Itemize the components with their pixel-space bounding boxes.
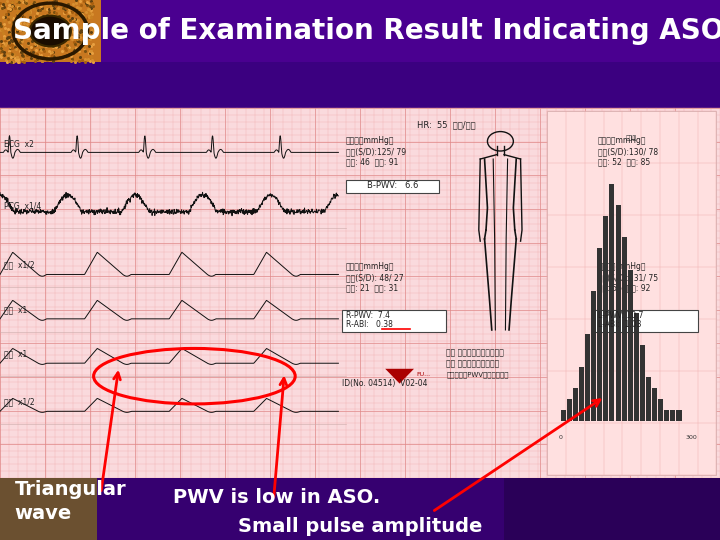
Text: 脈圧: 21  平均: 31: 脈圧: 21 平均: 31	[346, 283, 397, 292]
Text: 左足 今回は正常範囲です: 左足 今回は正常範囲です	[446, 359, 500, 368]
Circle shape	[30, 16, 71, 46]
Text: 血圧(S/D):130/ 78: 血圧(S/D):130/ 78	[598, 147, 658, 156]
Text: 左脈  x1: 左脈 x1	[4, 305, 27, 314]
Bar	[72, 0, 720, 62]
Text: 血圧(S/D):125/ 79: 血圧(S/D):125/ 79	[346, 147, 406, 156]
Text: L-PWV: 10.7: L-PWV: 10.7	[598, 312, 643, 320]
Bar	[346, 180, 439, 193]
Text: 300: 300	[685, 435, 697, 440]
Text: PCG  x1/4: PCG x1/4	[4, 201, 41, 211]
Text: FU...: FU...	[416, 372, 431, 377]
Bar	[561, 410, 566, 421]
Text: 脈圧: 46  平均: 91: 脈圧: 46 平均: 91	[346, 157, 398, 166]
Text: 右足 狭窄閉塞の可能性あり: 右足 狭窄閉塞の可能性あり	[446, 349, 504, 358]
Text: 血圧(S/D): 48/ 27: 血圧(S/D): 48/ 27	[346, 273, 403, 282]
Bar	[670, 410, 675, 421]
Text: 右上腕（mmHg）: 右上腕（mmHg）	[346, 136, 394, 145]
Bar	[598, 248, 603, 421]
Bar	[0, 0, 101, 62]
Text: R-PWV:  7.4: R-PWV: 7.4	[346, 312, 390, 320]
Bar	[0, 108, 720, 478]
Text: Triangular
wave: Triangular wave	[14, 480, 126, 523]
Text: L-ABI:  1.03: L-ABI: 1.03	[598, 320, 641, 329]
Bar	[573, 388, 578, 421]
Text: 左足首（mmHg）: 左足首（mmHg）	[598, 262, 646, 271]
Text: ID(No. 04514)  V02-04: ID(No. 04514) V02-04	[342, 379, 428, 388]
Text: HR:  55  （拍/分）: HR: 55 （拍/分）	[417, 120, 476, 129]
Bar	[609, 184, 614, 421]
Text: R-ABI:   0.38: R-ABI: 0.38	[346, 320, 392, 329]
Text: 脈圧: 56  平均: 92: 脈圧: 56 平均: 92	[598, 283, 650, 292]
Text: 左足  x1/2: 左足 x1/2	[4, 397, 35, 407]
Bar	[640, 345, 645, 421]
Text: B-PWV:   6.6: B-PWV: 6.6	[366, 181, 418, 190]
Bar	[628, 270, 633, 421]
Bar	[0, 478, 97, 540]
Text: Small pulse amplitude: Small pulse amplitude	[238, 517, 482, 536]
Bar	[594, 309, 698, 332]
Text: 狭窄閉塞でPWV低下の可能性: 狭窄閉塞でPWV低下の可能性	[446, 372, 509, 378]
Text: Sample of Examination Result Indicating ASO (1): Sample of Examination Result Indicating …	[13, 17, 720, 45]
Text: 血圧(S/D):131/ 75: 血圧(S/D):131/ 75	[598, 273, 658, 282]
Bar	[616, 205, 621, 421]
Bar	[585, 334, 590, 421]
Bar	[603, 216, 608, 421]
Bar	[0, 0, 720, 62]
Polygon shape	[385, 369, 414, 383]
Bar	[504, 478, 720, 540]
Bar	[591, 291, 596, 421]
Text: 脈圧: 52  平均: 85: 脈圧: 52 平均: 85	[598, 157, 650, 166]
Text: 0: 0	[559, 435, 562, 440]
Bar	[665, 410, 670, 421]
Bar	[658, 399, 663, 421]
Text: PWV is low in ASO.: PWV is low in ASO.	[173, 488, 380, 507]
Text: 右脈  x1/2: 右脈 x1/2	[4, 261, 35, 269]
Text: 右足  x1: 右足 x1	[4, 349, 27, 359]
Bar	[342, 309, 446, 332]
Bar	[634, 313, 639, 421]
Bar	[567, 399, 572, 421]
Text: 右足首（mmHg）: 右足首（mmHg）	[346, 262, 394, 271]
Bar	[97, 478, 720, 540]
Bar	[621, 238, 626, 421]
Bar	[579, 367, 584, 421]
Bar	[677, 410, 682, 421]
Text: 左上腕（mmHg）: 左上腕（mmHg）	[598, 136, 646, 145]
Bar	[646, 377, 651, 421]
Bar	[547, 111, 716, 475]
Bar	[652, 388, 657, 421]
Text: 左足首: 左足首	[626, 135, 637, 141]
Text: ECG  x2: ECG x2	[4, 140, 33, 150]
